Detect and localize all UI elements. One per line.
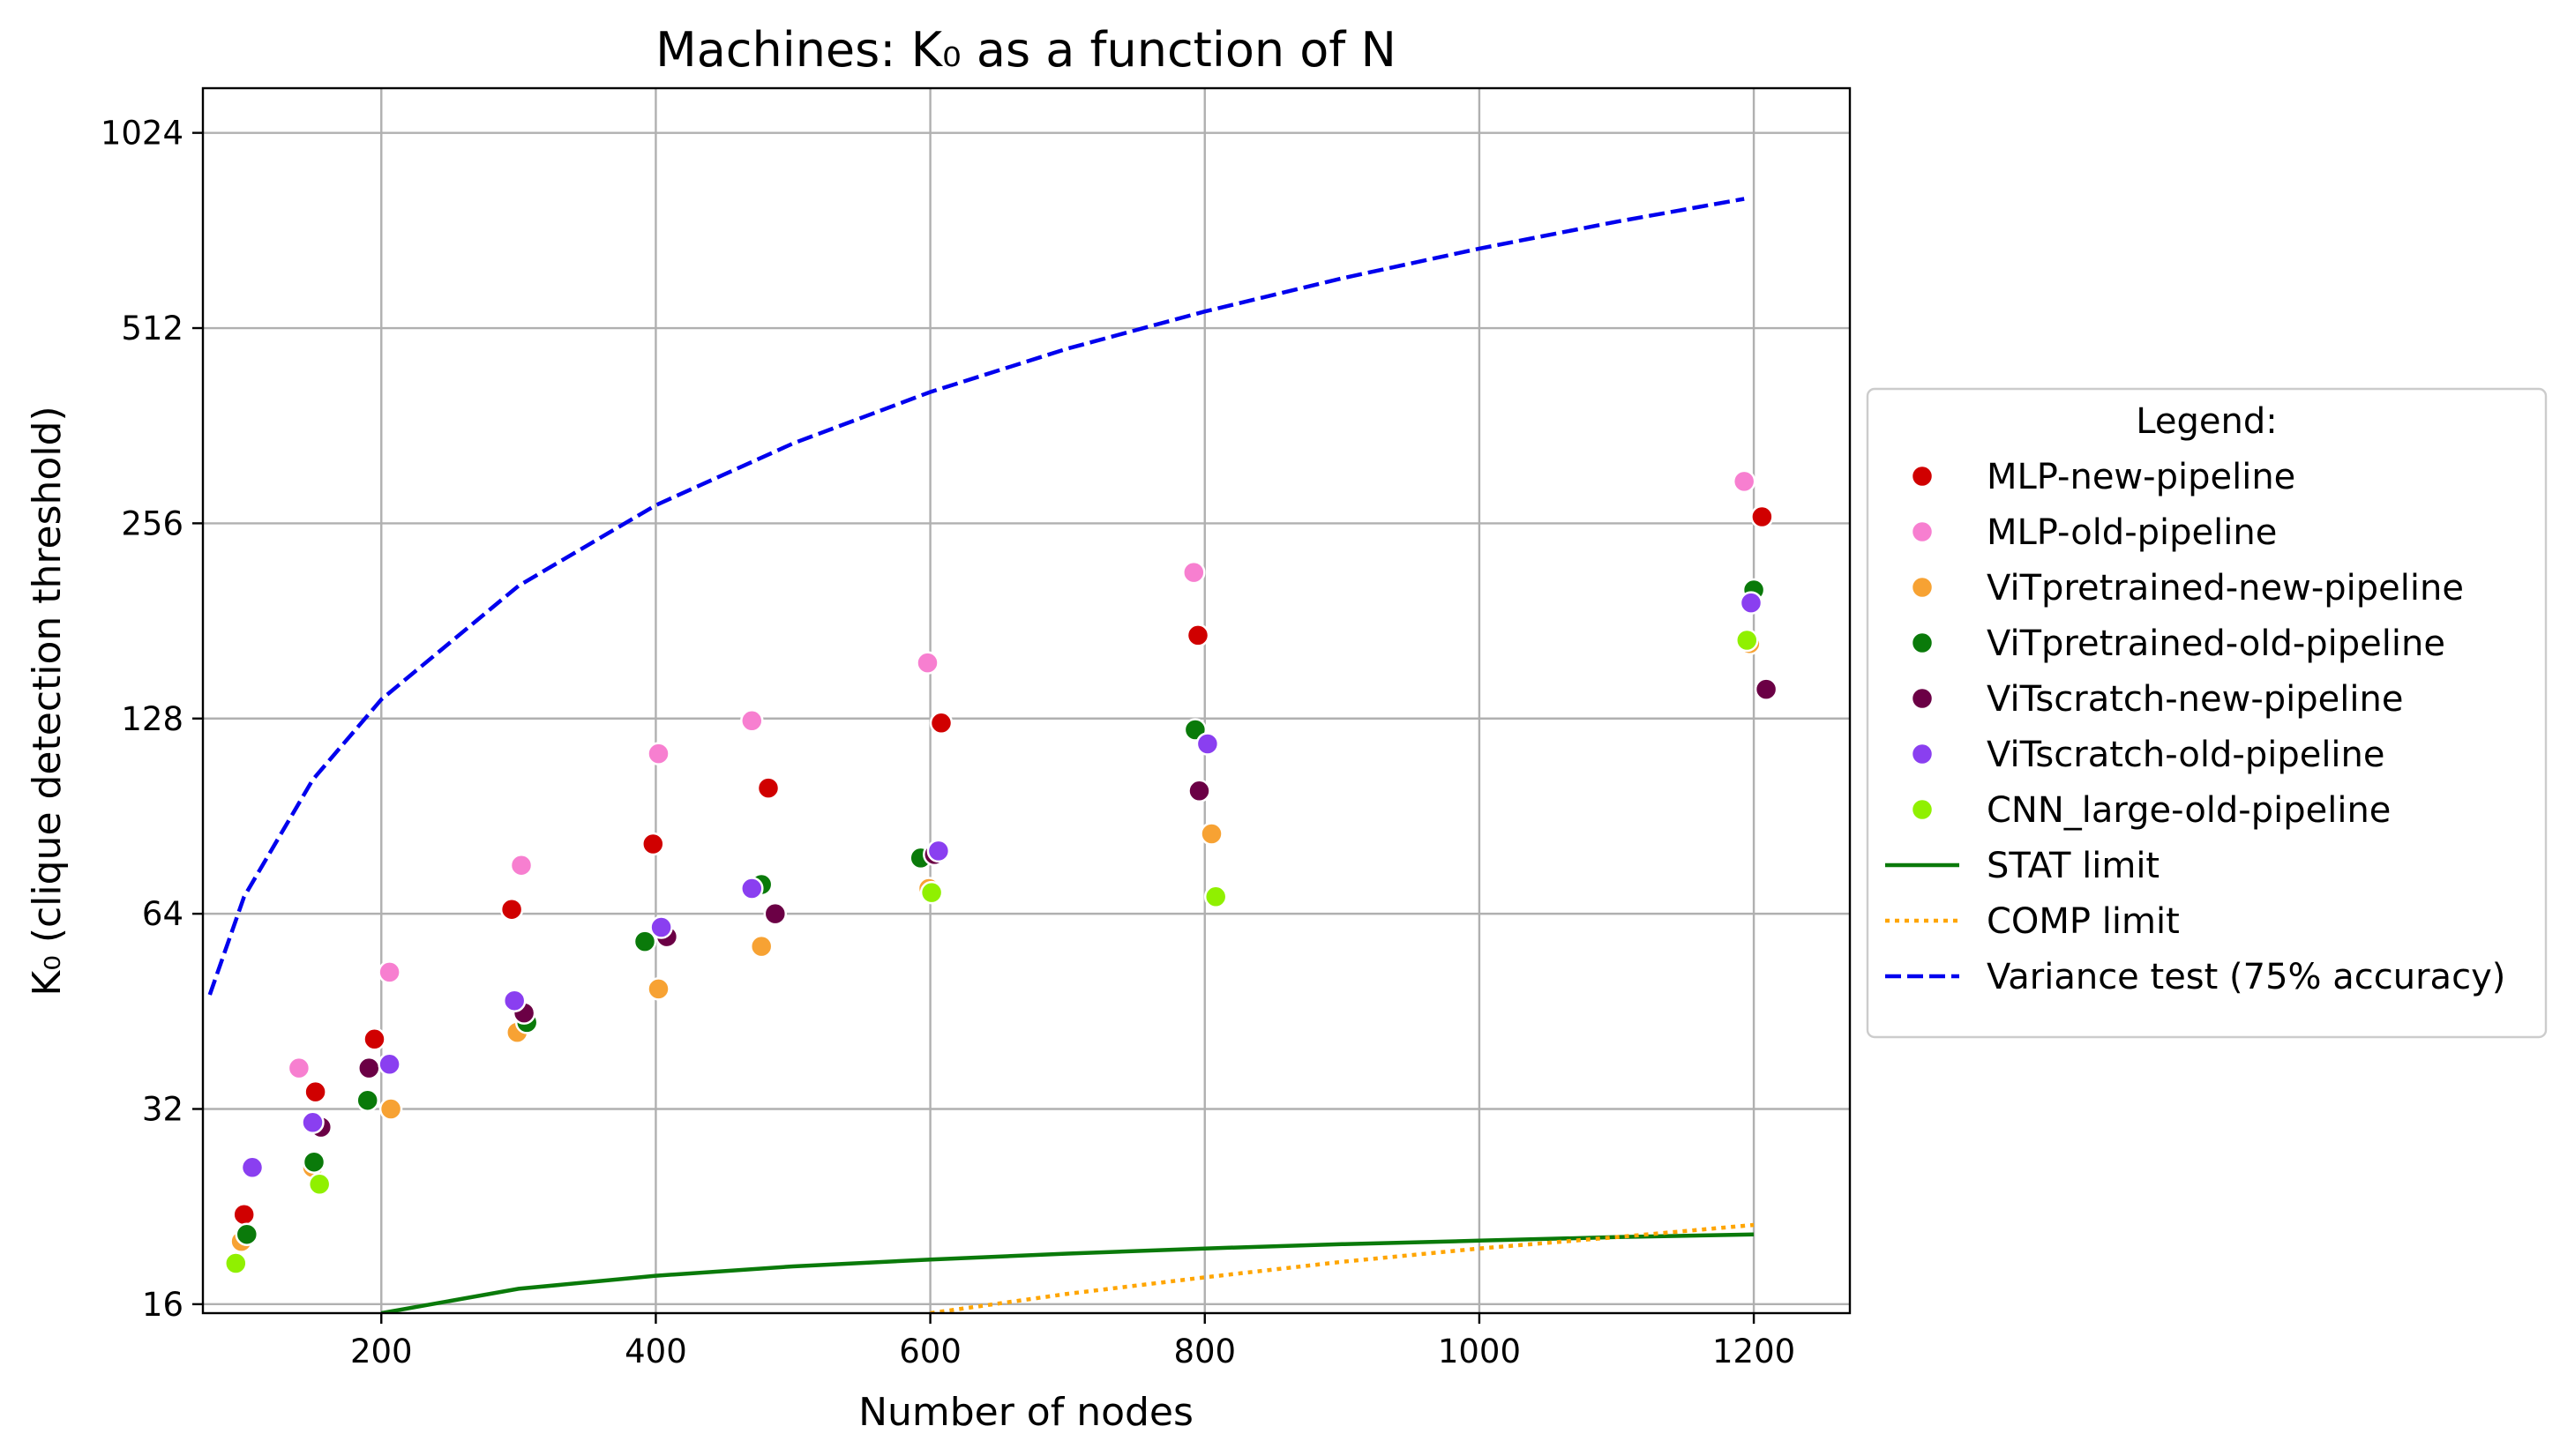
vitscratch-old-pipeline-point [740, 877, 764, 900]
plot-content [207, 197, 1778, 1313]
mlp-new-pipeline-point [1750, 504, 1774, 529]
cnn-large-old-pipeline-point [919, 880, 944, 905]
legend-item: ViTpretrained-old-pipeline [1910, 623, 2445, 664]
legend-label: STAT limit [1987, 846, 2160, 886]
vitscratch-old-pipeline-point [926, 839, 951, 863]
legend-item: STAT limit [1885, 846, 2160, 886]
cnn-large-old-pipeline-point [307, 1172, 332, 1197]
cnn-large-old-pipeline-point [224, 1251, 248, 1275]
legend-item: ViTpretrained-new-pipeline [1910, 568, 2464, 609]
chart-title: Machines: K₀ as a function of N [655, 22, 1396, 78]
vitpretrained-new-pipeline-point [1200, 822, 1224, 846]
vitpretrained-new-pipeline-point [647, 977, 670, 1001]
legend-marker [1910, 797, 1935, 822]
vitscratch-new-pipeline-point [357, 1056, 381, 1080]
legend-label: CNN_large-old-pipeline [1987, 790, 2391, 831]
y-tick-label: 32 [142, 1090, 183, 1128]
y-axis-label: K₀ (clique detection threshold) [25, 406, 70, 996]
mlp-new-pipeline-point [929, 711, 954, 735]
x-tick-label: 600 [899, 1333, 962, 1370]
comp-limit-line [930, 1222, 1755, 1313]
vitscratch-new-pipeline-point [1187, 779, 1211, 803]
y-tick-label: 512 [121, 310, 183, 347]
legend-marker [1910, 742, 1935, 766]
axis-ticks: 200 400 600 800 1000 1200 16 32 64 128 256 512 1024 [101, 115, 1795, 1370]
mlp-old-pipeline-point [509, 853, 534, 877]
stat-limit-line [380, 1232, 1755, 1313]
vitscratch-old-pipeline-point [301, 1110, 325, 1135]
vitscratch-new-pipeline-point [763, 901, 788, 926]
vitpretrained-new-pipeline-point [378, 1097, 403, 1121]
x-axis-label: Number of nodes [858, 1390, 1194, 1435]
legend-label: MLP-old-pipeline [1987, 512, 2277, 553]
mlp-old-pipeline-point [916, 651, 939, 675]
mlp-new-pipeline-point [641, 832, 665, 856]
vitscratch-old-pipeline-point [1739, 591, 1763, 615]
cnn-large-old-pipeline-point [1203, 885, 1228, 909]
mlp-old-pipeline-point [740, 709, 764, 733]
vitpretrained-old-pipeline-point [302, 1150, 326, 1174]
series-layer [207, 197, 1778, 1313]
x-tick-label: 400 [625, 1333, 687, 1370]
legend-label: Variance test (75% accuracy) [1987, 957, 2505, 997]
legend-item: MLP-new-pipeline [1910, 457, 2295, 497]
mlp-new-pipeline-point [756, 776, 781, 800]
legend-label: ViTscratch-old-pipeline [1987, 735, 2385, 775]
legend-marker [1910, 519, 1935, 544]
legend-item: COMP limit [1885, 901, 2180, 942]
mlp-new-pipeline-point [1186, 623, 1210, 647]
legend-label: ViTpretrained-old-pipeline [1987, 623, 2445, 664]
vitpretrained-old-pipeline-point [356, 1088, 379, 1112]
legend-item: ViTscratch-new-pipeline [1910, 679, 2403, 720]
mlp-new-pipeline-point [232, 1202, 256, 1227]
x-tick-label: 800 [1173, 1333, 1236, 1370]
vitscratch-old-pipeline-point [1195, 732, 1220, 756]
vitscratch-old-pipeline-point [378, 1052, 401, 1077]
mlp-old-pipeline-point [1182, 560, 1206, 585]
y-tick-label: 1024 [101, 115, 183, 153]
legend-marker [1910, 575, 1935, 600]
legend-marker [1910, 631, 1935, 655]
legend-label: COMP limit [1987, 901, 2180, 942]
y-tick-label: 16 [142, 1286, 183, 1324]
legend-box [1866, 387, 2548, 1039]
legend-item: ViTscratch-old-pipeline [1910, 735, 2385, 775]
mlp-old-pipeline-point [378, 960, 401, 984]
mlp-old-pipeline-point [1732, 469, 1756, 494]
mlp-new-pipeline-point [303, 1079, 327, 1104]
y-tick-label: 64 [142, 895, 183, 933]
x-tick-label: 1000 [1438, 1333, 1521, 1370]
legend-item: Variance test (75% accuracy) [1885, 957, 2505, 997]
mlp-old-pipeline-point [647, 742, 670, 765]
legend-label: ViTscratch-new-pipeline [1987, 679, 2403, 720]
mlp-new-pipeline-point [363, 1027, 386, 1051]
vitpretrained-old-pipeline-point [633, 930, 657, 953]
legend-marker [1910, 464, 1935, 489]
y-tick-label: 256 [121, 504, 183, 542]
plot-frame [201, 86, 1852, 1315]
vitscratch-old-pipeline-point [649, 915, 673, 939]
vitpretrained-new-pipeline-point [749, 934, 774, 959]
grid-lines [203, 88, 1850, 1313]
vitscratch-old-pipeline-point [502, 989, 527, 1012]
y-tick-label: 128 [121, 700, 183, 738]
cnn-large-old-pipeline-point [1735, 628, 1759, 653]
mlp-old-pipeline-point [287, 1056, 311, 1080]
legend: Legend: MLP-new-pipeline MLP-old-pipeline… [1866, 387, 2548, 1039]
mlp-new-pipeline-point [499, 897, 524, 922]
x-tick-label: 1200 [1712, 1333, 1795, 1370]
variance-test-75-accuracy-line [207, 197, 1745, 996]
vitscratch-old-pipeline-point [240, 1155, 265, 1180]
vitscratch-new-pipeline-point [1754, 677, 1778, 701]
legend-title: Legend: [2136, 401, 2277, 442]
legend-label: MLP-new-pipeline [1987, 457, 2295, 497]
legend-label: ViTpretrained-new-pipeline [1987, 568, 2464, 609]
x-tick-label: 200 [350, 1333, 413, 1370]
legend-item: MLP-old-pipeline [1910, 512, 2277, 553]
vitpretrained-old-pipeline-point [235, 1222, 259, 1246]
legend-items: MLP-new-pipeline MLP-old-pipeline ViTpretr… [1885, 457, 2505, 997]
legend-item: CNN_large-old-pipeline [1910, 790, 2391, 831]
legend-marker [1910, 686, 1935, 711]
